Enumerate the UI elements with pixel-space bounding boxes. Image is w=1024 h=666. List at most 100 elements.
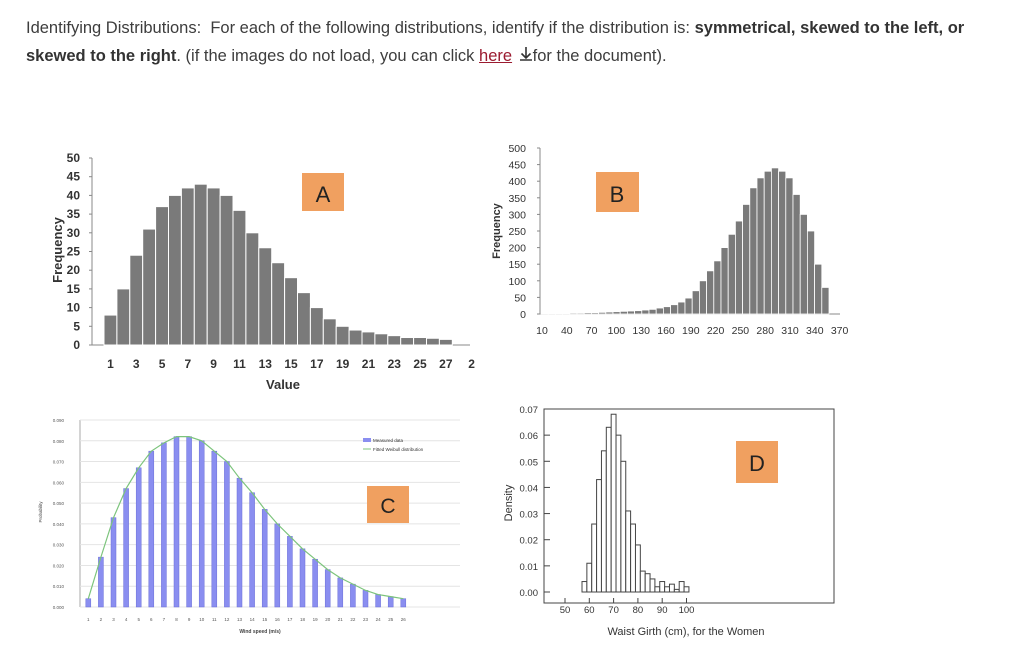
y-tick-label: 350 <box>508 193 526 205</box>
y-axis-label: Frequency <box>50 216 65 283</box>
y-tick-label: 0.04 <box>520 483 539 494</box>
x-tick-label: 370 <box>831 325 849 337</box>
bar <box>400 337 415 346</box>
bar <box>634 310 643 315</box>
x-axis-label: Wind speed (m/s) <box>239 629 281 635</box>
y-tick-label: 500 <box>508 143 526 155</box>
histogram-bar <box>683 586 690 593</box>
x-tick-label: 20 <box>325 617 331 622</box>
document-link[interactable]: here <box>479 47 513 65</box>
bar <box>706 270 715 315</box>
histogram-bar <box>605 426 612 593</box>
x-tick-label: 11 <box>233 357 246 371</box>
histogram-bar <box>639 570 646 593</box>
x-tick-label: 10 <box>199 617 205 622</box>
y-tick-label: 0.030 <box>53 543 65 548</box>
x-tick-label: 70 <box>586 325 598 337</box>
bar <box>413 337 428 346</box>
bar <box>655 307 664 315</box>
histogram-bar <box>654 586 661 593</box>
bar <box>219 194 234 346</box>
x-tick-label: 25 <box>388 617 394 622</box>
x-tick-label: 6 <box>150 617 153 622</box>
bar <box>155 206 170 346</box>
histogram-bar <box>581 581 588 593</box>
y-tick-label: 0.060 <box>53 480 65 485</box>
histogram-bar <box>634 544 641 593</box>
y-tick-label: 0.07 <box>520 405 539 416</box>
x-tick-label: 80 <box>633 605 644 616</box>
x-tick-label: 13 <box>237 617 243 622</box>
y-tick-label: 0.070 <box>53 460 65 465</box>
bar <box>400 598 407 608</box>
x-tick-label: 13 <box>259 357 273 371</box>
y-tick-label: 0 <box>73 338 80 352</box>
bar <box>713 260 722 315</box>
x-tick-label: 21 <box>338 617 344 622</box>
badge-b-label: B <box>610 182 625 207</box>
instructions-label: Identifying Distributions: <box>26 19 202 37</box>
x-tick-label: 23 <box>363 617 369 622</box>
bar <box>749 187 758 315</box>
y-tick-label: 40 <box>67 188 81 202</box>
x-tick-label: 7 <box>163 617 166 622</box>
bar <box>322 318 337 346</box>
bar <box>821 287 830 315</box>
y-tick-label: 0.00 <box>520 588 539 599</box>
histogram-bar <box>610 413 617 593</box>
x-axis-label: Waist Girth (cm), for the Women <box>607 626 764 638</box>
bar <box>612 311 621 315</box>
y-tick-label: 300 <box>508 209 526 221</box>
histogram-bar <box>615 434 622 593</box>
y-tick-label: 30 <box>67 226 81 240</box>
y-tick-label: 0.06 <box>520 431 539 442</box>
bar <box>778 170 787 315</box>
badge-c <box>367 486 409 523</box>
plot-frame <box>543 408 835 604</box>
histogram-bar <box>625 510 632 593</box>
x-tick-label: 23 <box>388 357 402 371</box>
x-tick-label: 9 <box>210 357 217 371</box>
bar <box>562 312 571 315</box>
y-tick-label: 20 <box>67 263 81 277</box>
bar <box>771 167 780 315</box>
y-tick-label: 50 <box>67 151 81 165</box>
answer-options: symmetrical, skewed to the left, or skew… <box>26 19 965 65</box>
x-tick-label: 27 <box>439 357 453 371</box>
y-tick-label: 15 <box>67 282 81 296</box>
x-tick-label: 280 <box>756 325 774 337</box>
x-tick-label: 15 <box>262 617 268 622</box>
y-tick-label: 100 <box>508 276 526 288</box>
badge-c-label: C <box>380 495 395 518</box>
bar <box>350 583 356 608</box>
bar <box>142 228 157 346</box>
x-tick-label: 100 <box>679 605 695 616</box>
y-tick-label: 200 <box>508 243 526 255</box>
bar <box>245 232 260 346</box>
bar <box>591 312 600 315</box>
x-tick-label: 8 <box>175 617 178 622</box>
bar <box>742 204 751 315</box>
bar <box>684 297 693 315</box>
y-tick-label: 25 <box>67 245 81 259</box>
bar <box>85 598 92 608</box>
y-axis-label: Probability <box>38 501 43 523</box>
y-tick-label: 150 <box>508 259 526 271</box>
legend-label-fitted: Fitted Weibull distribution <box>373 447 424 452</box>
x-tick-label: 17 <box>310 357 324 371</box>
histogram-bar <box>649 578 656 593</box>
bar <box>426 337 440 346</box>
download-arrow-icon[interactable] <box>519 43 533 71</box>
bar <box>309 307 324 346</box>
x-tick-label: 4 <box>125 617 128 622</box>
y-tick-label: 45 <box>67 170 81 184</box>
bar <box>792 194 801 315</box>
x-tick-label: 340 <box>806 325 824 337</box>
y-tick-label: 0.01 <box>520 562 539 573</box>
bar <box>274 523 281 608</box>
x-tick-label: 3 <box>112 617 115 622</box>
badge-d <box>736 441 778 483</box>
histogram-bar <box>591 523 598 593</box>
x-tick-label: 25 <box>413 357 427 371</box>
